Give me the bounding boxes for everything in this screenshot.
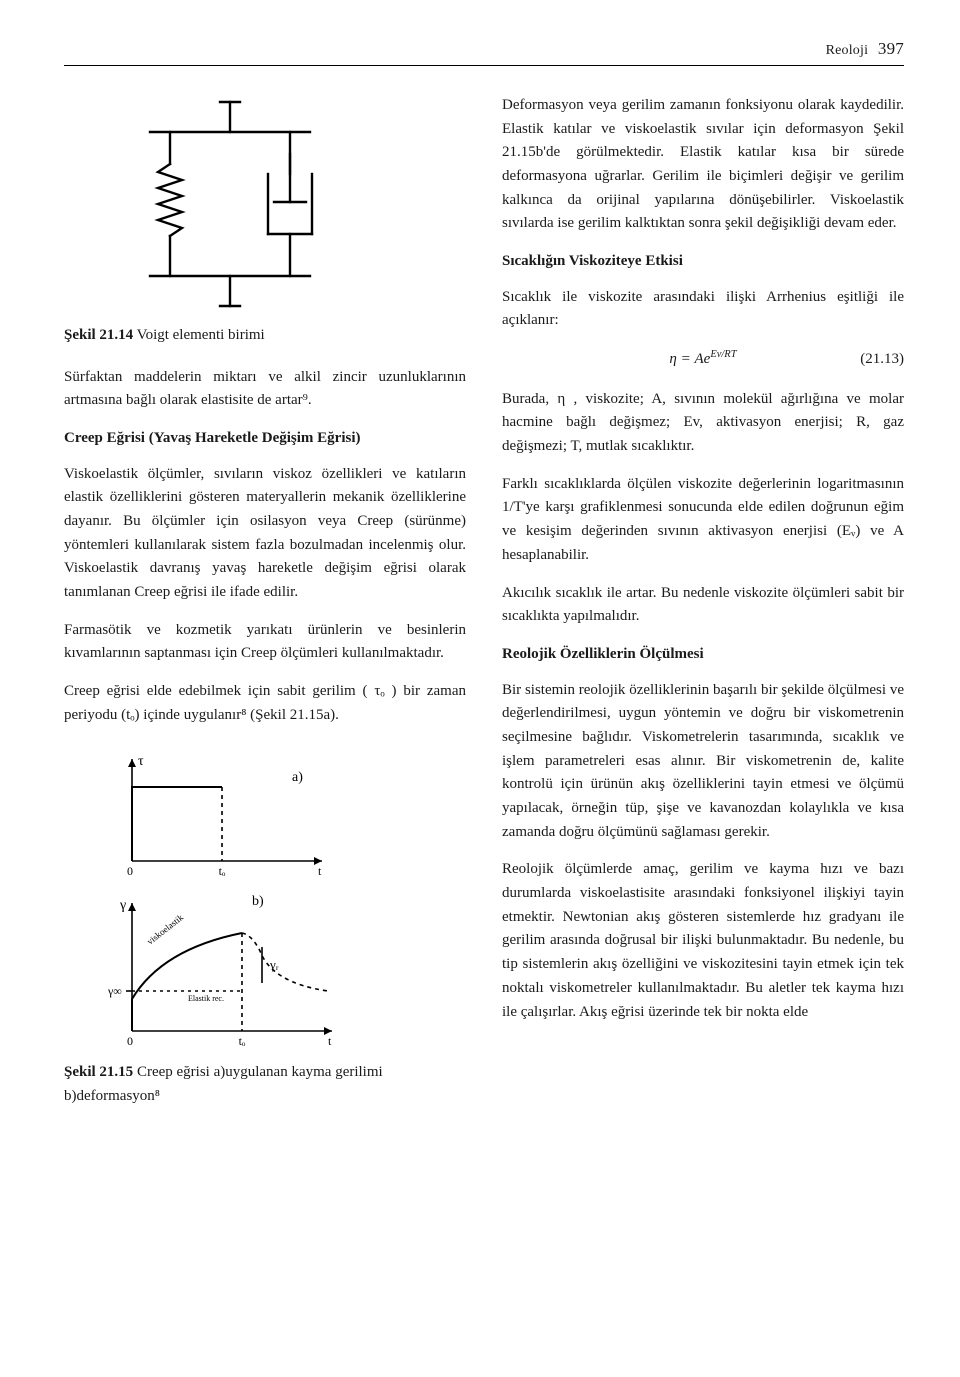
figure-voigt-caption: Şekil 21.14 Voigt elementi birimi (64, 324, 466, 348)
para-deformation: Deformasyon veya gerilim zamanın fonksiy… (502, 94, 904, 236)
running-head: Reoloji 397 (64, 36, 904, 66)
gamma-inf-label: γ∞ (107, 984, 122, 998)
two-column-layout: Şekil 21.14 Voigt elementi birimi Sürfak… (64, 94, 904, 1127)
equation-arrhenius: η = AeEv/RT (21.13) (502, 347, 904, 372)
page-number: 397 (878, 39, 904, 58)
para-measure-2: Reolojik ölçümlerde amaç, gerilim ve kay… (502, 858, 904, 1024)
creep-svg: τ a) 0 tₒ t (92, 741, 372, 1051)
axis-t-b: t (328, 1034, 332, 1048)
para-log-plot: Farklı sıcaklıklarda ölçülen viskozite d… (502, 473, 904, 568)
eq-base: η = Ae (669, 351, 710, 367)
axis-zero-b: 0 (127, 1034, 133, 1048)
equation-number: (21.13) (860, 348, 904, 372)
right-column: Deformasyon veya gerilim zamanın fonksiy… (502, 94, 904, 1127)
gamma-r-label: γᵣ (269, 957, 279, 972)
axis-tau-label: τ (138, 754, 144, 769)
heading-heat-effect: Sıcaklığın Viskoziteye Etkisi (502, 250, 904, 274)
para-measure-1: Bir sistemin reolojik özelliklerinin baş… (502, 679, 904, 845)
para-surfactant: Sürfaktan maddelerin miktarı ve alkil zi… (64, 366, 466, 413)
caption-lead-15: Şekil 21.15 (64, 1064, 133, 1080)
caption-rest: Voigt elementi birimi (133, 327, 265, 343)
para-arrhenius-intro: Sıcaklık ile viskozite arasındaki ilişki… (502, 286, 904, 333)
caption-lead: Şekil 21.14 (64, 327, 133, 343)
eq-superscript: Ev/RT (710, 349, 736, 360)
axis-t-a: t (318, 864, 322, 878)
heading-creep: Creep Eğrisi (Yavaş Hareketle Değişim Eğ… (64, 427, 466, 451)
axis-zero-a: 0 (127, 864, 133, 878)
voigt-svg (110, 94, 350, 314)
figure-voigt (64, 94, 466, 314)
heading-rheo-measure: Reolojik Özelliklerin Ölçülmesi (502, 643, 904, 667)
para-creep-1: Viskoelastik ölçümler, sıvıların viskoz … (64, 463, 466, 605)
elastic-rec-label: Elastik rec. (188, 994, 224, 1003)
axis-to-a: tₒ (219, 864, 226, 878)
subplot-b-label: b) (252, 894, 264, 909)
para-creep-2: Farmasötik ve kozmetik yarıkatı ürünleri… (64, 619, 466, 666)
viscoelastic-label: viskoelastik (145, 912, 185, 947)
equation-body: η = AeEv/RT (669, 347, 736, 372)
figure-creep-caption: Şekil 21.15 Creep eğrisi a)uygulanan kay… (64, 1061, 466, 1108)
para-arrhenius-terms: Burada, η , viskozite; A, sıvının molekü… (502, 388, 904, 459)
axis-gamma-label: γ (119, 898, 126, 913)
para-creep-3: Creep eğrisi elde edebilmek için sabit g… (64, 680, 466, 727)
running-head-label: Reoloji (826, 43, 869, 58)
figure-creep-curves: τ a) 0 tₒ t (92, 741, 466, 1051)
axis-to-b: tₒ (239, 1034, 246, 1048)
left-column: Şekil 21.14 Voigt elementi birimi Sürfak… (64, 94, 466, 1127)
subplot-a-label: a) (292, 770, 303, 785)
para-fluidity: Akıcılık sıcaklık ile artar. Bu nedenle … (502, 582, 904, 629)
page: Reoloji 397 (0, 0, 960, 1175)
